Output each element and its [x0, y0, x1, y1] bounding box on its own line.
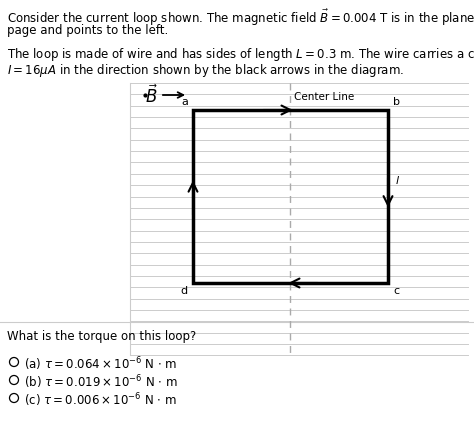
Text: page and points to the left.: page and points to the left. [7, 24, 168, 37]
Text: The loop is made of wire and has sides of length $L = 0.3$ m. The wire carries a: The loop is made of wire and has sides o… [7, 46, 474, 63]
Text: d: d [181, 286, 188, 296]
Text: What is the torque on this loop?: What is the torque on this loop? [7, 330, 196, 343]
Text: l: l [396, 176, 399, 187]
Text: (b) $\tau = 0.019 \times 10^{-6}$ N $\cdot$ m: (b) $\tau = 0.019 \times 10^{-6}$ N $\cd… [24, 373, 178, 391]
Text: (c) $\tau = 0.006 \times 10^{-6}$ N $\cdot$ m: (c) $\tau = 0.006 \times 10^{-6}$ N $\cd… [24, 391, 177, 409]
Text: $I = 16\mu A$ in the direction shown by the black arrows in the diagram.: $I = 16\mu A$ in the direction shown by … [7, 62, 404, 79]
Text: Consider the current loop shown. The magnetic field $\vec{B} = 0.004$ T is in th: Consider the current loop shown. The mag… [7, 8, 474, 28]
Text: a: a [181, 97, 188, 107]
Text: $\vec{B}$: $\vec{B}$ [145, 85, 158, 107]
Text: (a) $\tau = 0.064 \times 10^{-6}$ N $\cdot$ m: (a) $\tau = 0.064 \times 10^{-6}$ N $\cd… [24, 355, 177, 373]
Text: c: c [393, 286, 399, 296]
Bar [193, 110, 388, 283]
Text: b: b [393, 97, 400, 107]
Text: Center Line: Center Line [294, 92, 355, 102]
